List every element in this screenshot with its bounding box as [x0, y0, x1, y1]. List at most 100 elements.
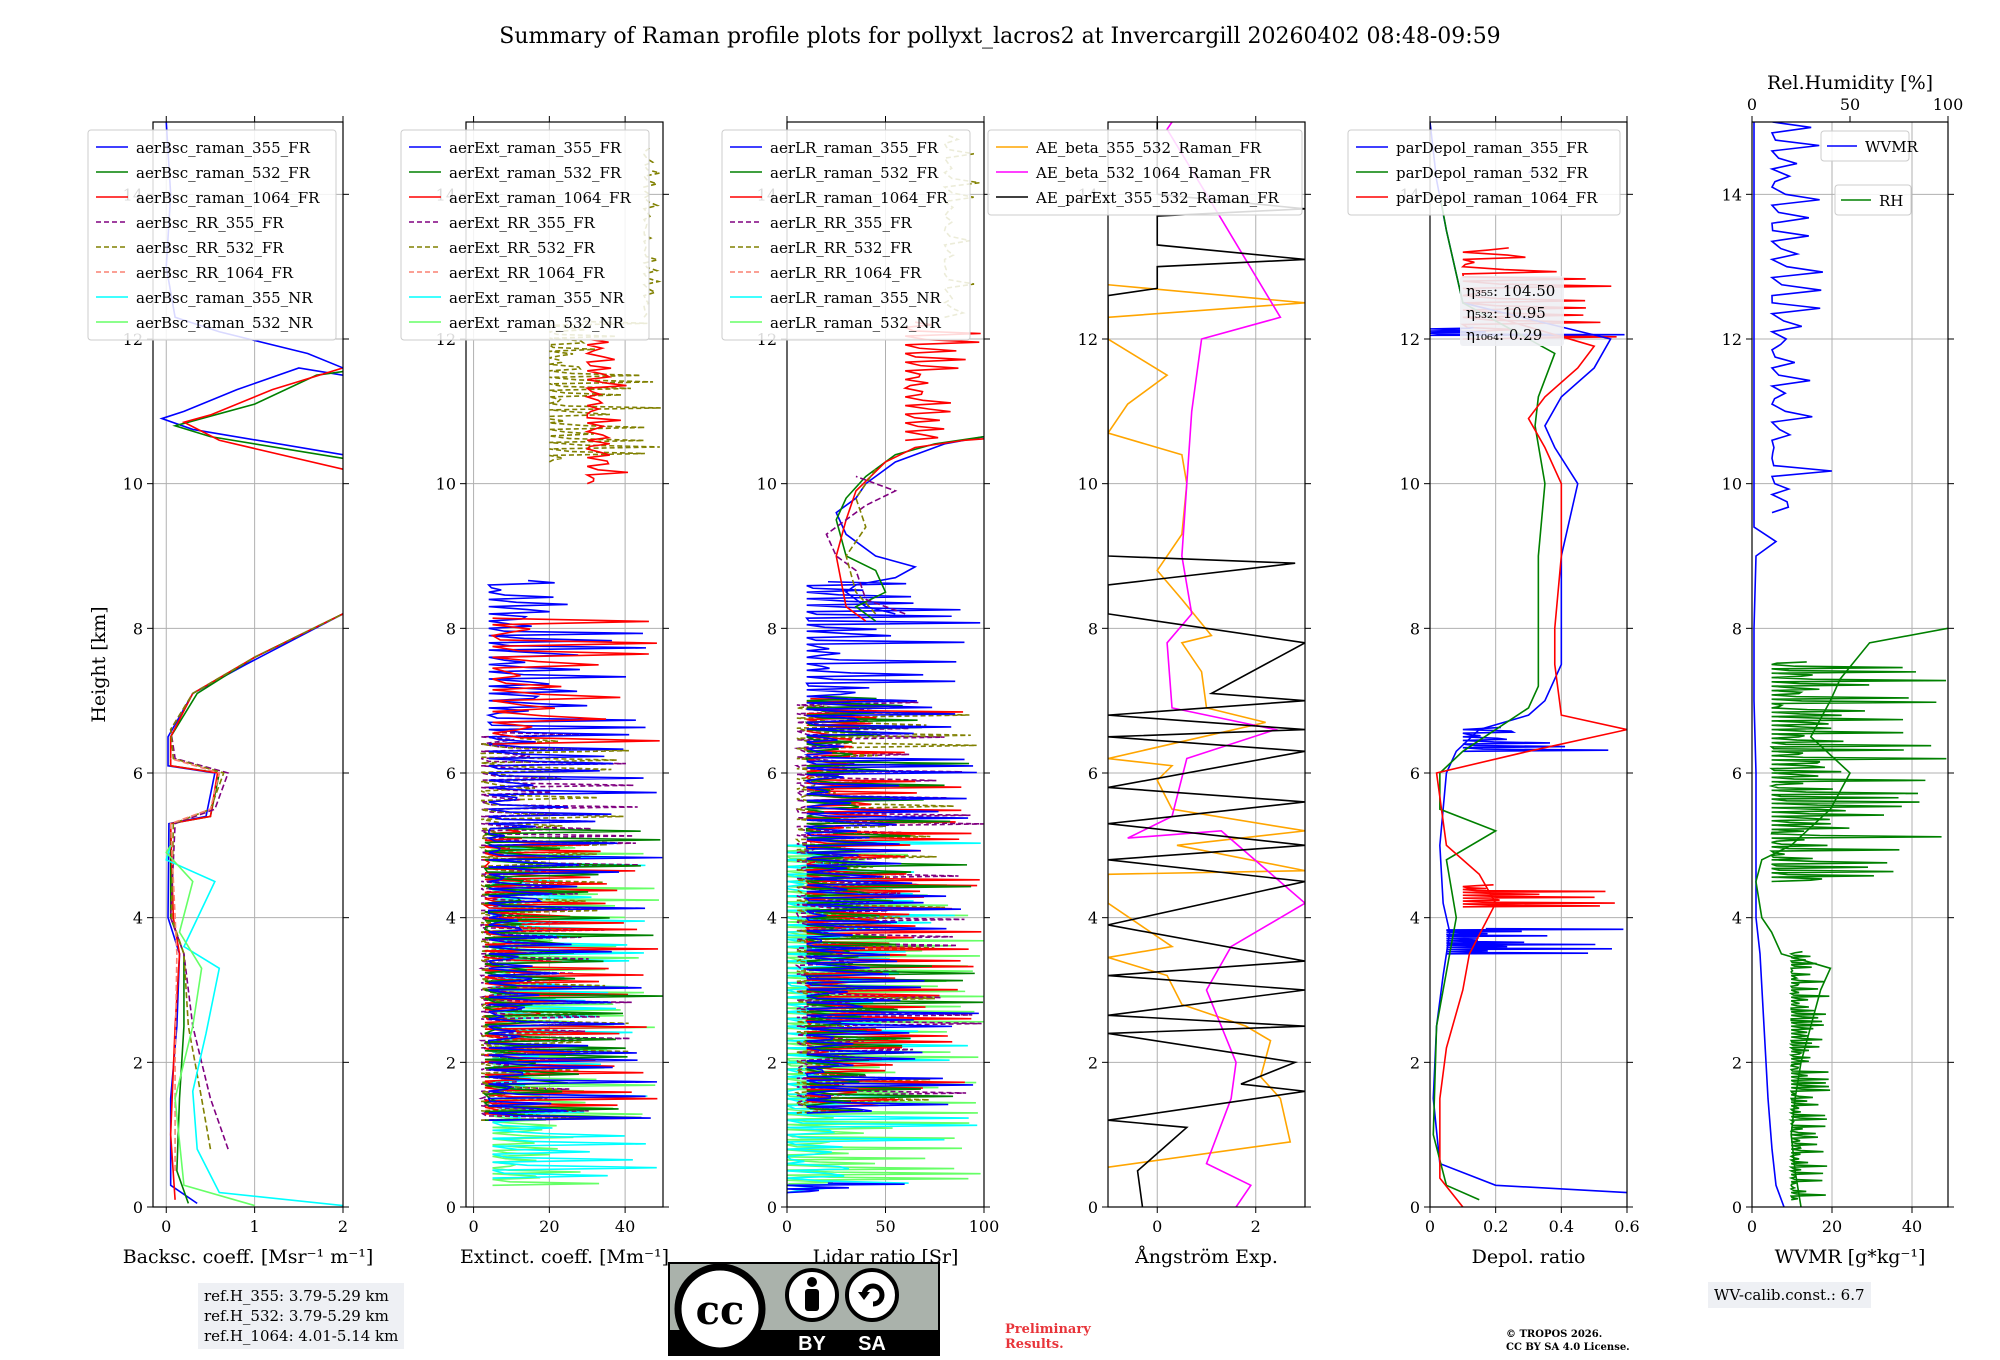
x-tick-label: 0: [1425, 1217, 1435, 1236]
y-tick-label: 2: [1732, 1053, 1742, 1072]
legend-label: aerExt_raman_532_FR: [449, 164, 622, 182]
legend-box: [987, 129, 1303, 216]
y-tick-label: 0: [1410, 1198, 1420, 1217]
by-label: BY: [798, 1333, 826, 1355]
noise-band: [787, 1182, 905, 1194]
y-tick-label: 6: [767, 764, 777, 783]
y-tick-label: 4: [767, 909, 777, 928]
series-line-parDepol_raman_532_FR: [1432, 194, 1556, 1201]
legend-label: aerExt_RR_532_FR: [449, 239, 596, 257]
eta-annotation: η₁₀₆₄: 0.29: [1466, 326, 1542, 344]
y-tick-label: 2: [1410, 1053, 1420, 1072]
legend-label: aerLR_RR_532_FR: [770, 239, 912, 257]
y-tick-label: 10: [757, 475, 777, 494]
legend-box: [1347, 129, 1621, 216]
series-line-cirrus_532: [172, 370, 343, 460]
noise-band: [482, 829, 659, 1121]
x-tick-label: 40: [1902, 1217, 1922, 1236]
y-axis-label: Height [km]: [88, 606, 110, 722]
y-tick-label: 2: [1088, 1053, 1098, 1072]
series-line-cirrus_1064: [181, 367, 343, 470]
series-line-aerBsc_raman_1064_FR: [169, 613, 343, 1200]
top-x-tick-label: 50: [1840, 95, 1860, 114]
noise-band: [902, 321, 981, 442]
y-tick-label: 10: [123, 475, 143, 494]
legend-label: aerBsc_RR_1064_FR: [136, 264, 294, 282]
y-tick-label: 8: [1732, 619, 1742, 638]
legend-label: AE_parExt_355_532_Raman_FR: [1035, 189, 1280, 207]
y-tick-label: 6: [1088, 764, 1098, 783]
legend-label: parDepol_raman_532_FR: [1396, 164, 1589, 182]
noise-band: [584, 338, 629, 485]
y-tick-label: 10: [1400, 475, 1420, 494]
x-axis-label: WVMR [g*kg⁻¹]: [1775, 1246, 1926, 1268]
top-axis-label: Rel.Humidity [%]: [1767, 72, 1933, 94]
y-tick-label: 10: [1722, 475, 1742, 494]
legend-label: aerLR_raman_532_NR: [770, 314, 941, 332]
series-line-AE_parExt_355_532_Raman_FR: [1108, 122, 1305, 1207]
series-line-aerBsc_raman_532_NR: [165, 844, 255, 1207]
legend-label: aerExt_RR_355_FR: [449, 214, 596, 232]
y-tick-label: 0: [1732, 1198, 1742, 1217]
ref-height-355: ref.H_355: 3.79-5.29 km: [204, 1287, 389, 1305]
eta-annotation: η₃₅₅: 104.50: [1466, 282, 1555, 300]
x-tick-label: 0: [161, 1217, 171, 1236]
y-tick-label: 0: [446, 1198, 456, 1217]
ref-height-532: ref.H_532: 3.79-5.29 km: [204, 1307, 389, 1325]
x-tick-label: 40: [615, 1217, 635, 1236]
x-tick-label: 0.2: [1483, 1217, 1508, 1236]
noise-band: [485, 579, 663, 1121]
y-tick-label: 4: [1410, 909, 1420, 928]
x-tick-label: 0: [782, 1217, 792, 1236]
legend-label: aerLR_raman_355_FR: [770, 139, 939, 157]
y-tick-label: 4: [1088, 909, 1098, 928]
cc-logo-text: cc: [696, 1287, 745, 1334]
legend-label: aerBsc_RR_355_FR: [136, 214, 284, 232]
x-axis-label: Ångström Exp.: [1134, 1246, 1278, 1268]
axes-frame: [465, 121, 664, 1208]
legend-label: aerExt_raman_532_NR: [449, 314, 625, 332]
panel-wvmr: 0 20 40 WVMR [g*kg⁻¹] 0 2 4 6 8 10 12 14 0 50 100Rel.H…: [1722, 72, 1964, 1268]
sa-label: SA: [858, 1333, 886, 1355]
legend-label: aerLR_RR_355_FR: [770, 214, 912, 232]
legend-label: RH: [1879, 192, 1903, 210]
share-alike-icon: [845, 1268, 899, 1322]
y-tick-label: 14: [1722, 185, 1742, 204]
x-tick-label: 0: [1152, 1217, 1162, 1236]
noise-band: [1462, 884, 1615, 908]
y-tick-label: 10: [1078, 475, 1098, 494]
y-tick-label: 0: [767, 1198, 777, 1217]
top-x-tick-label: 0: [1747, 95, 1757, 114]
series-line-aerLR_RR_532_FR: [845, 468, 877, 615]
y-tick-label: 12: [1722, 330, 1742, 349]
noise-band: [490, 617, 660, 745]
preliminary-line-2: Results.: [1005, 1337, 1064, 1352]
cc-by-sa-logo: cc BY SA: [668, 1262, 940, 1356]
preliminary-results-note: Preliminary Results.: [1005, 1322, 1091, 1352]
series-line-aerLR_raman_532_FR: [835, 435, 984, 622]
series-line-aerLR_RR_355_FR: [825, 475, 906, 615]
legend-label: aerExt_raman_355_NR: [449, 289, 625, 307]
series-line-aerBsc_raman_532_FR: [169, 613, 343, 1204]
x-tick-label: 0.6: [1614, 1217, 1639, 1236]
legend-label: aerLR_raman_532_FR: [770, 164, 939, 182]
axes-frame: [152, 121, 344, 1208]
y-tick-label: 6: [446, 764, 456, 783]
series-line-parDepol_raman_1064_FR: [1435, 316, 1627, 1207]
series-line-AE_beta_532_1064_Raman_FR: [1127, 122, 1305, 1207]
series-line-aerBsc_RR_1064_FR: [169, 757, 221, 1171]
legend-label: aerBsc_raman_532_NR: [136, 314, 313, 332]
legend-label: aerExt_RR_1064_FR: [449, 264, 605, 282]
legend-label: parDepol_raman_355_FR: [1396, 139, 1589, 157]
noise-band: [803, 580, 981, 1114]
legend-label: aerBsc_raman_1064_FR: [136, 189, 320, 207]
y-tick-label: 8: [133, 619, 143, 638]
x-tick-label: 1: [250, 1217, 260, 1236]
noise-band: [547, 320, 661, 463]
y-tick-label: 8: [1410, 619, 1420, 638]
legend-label: parDepol_raman_1064_FR: [1396, 189, 1598, 207]
